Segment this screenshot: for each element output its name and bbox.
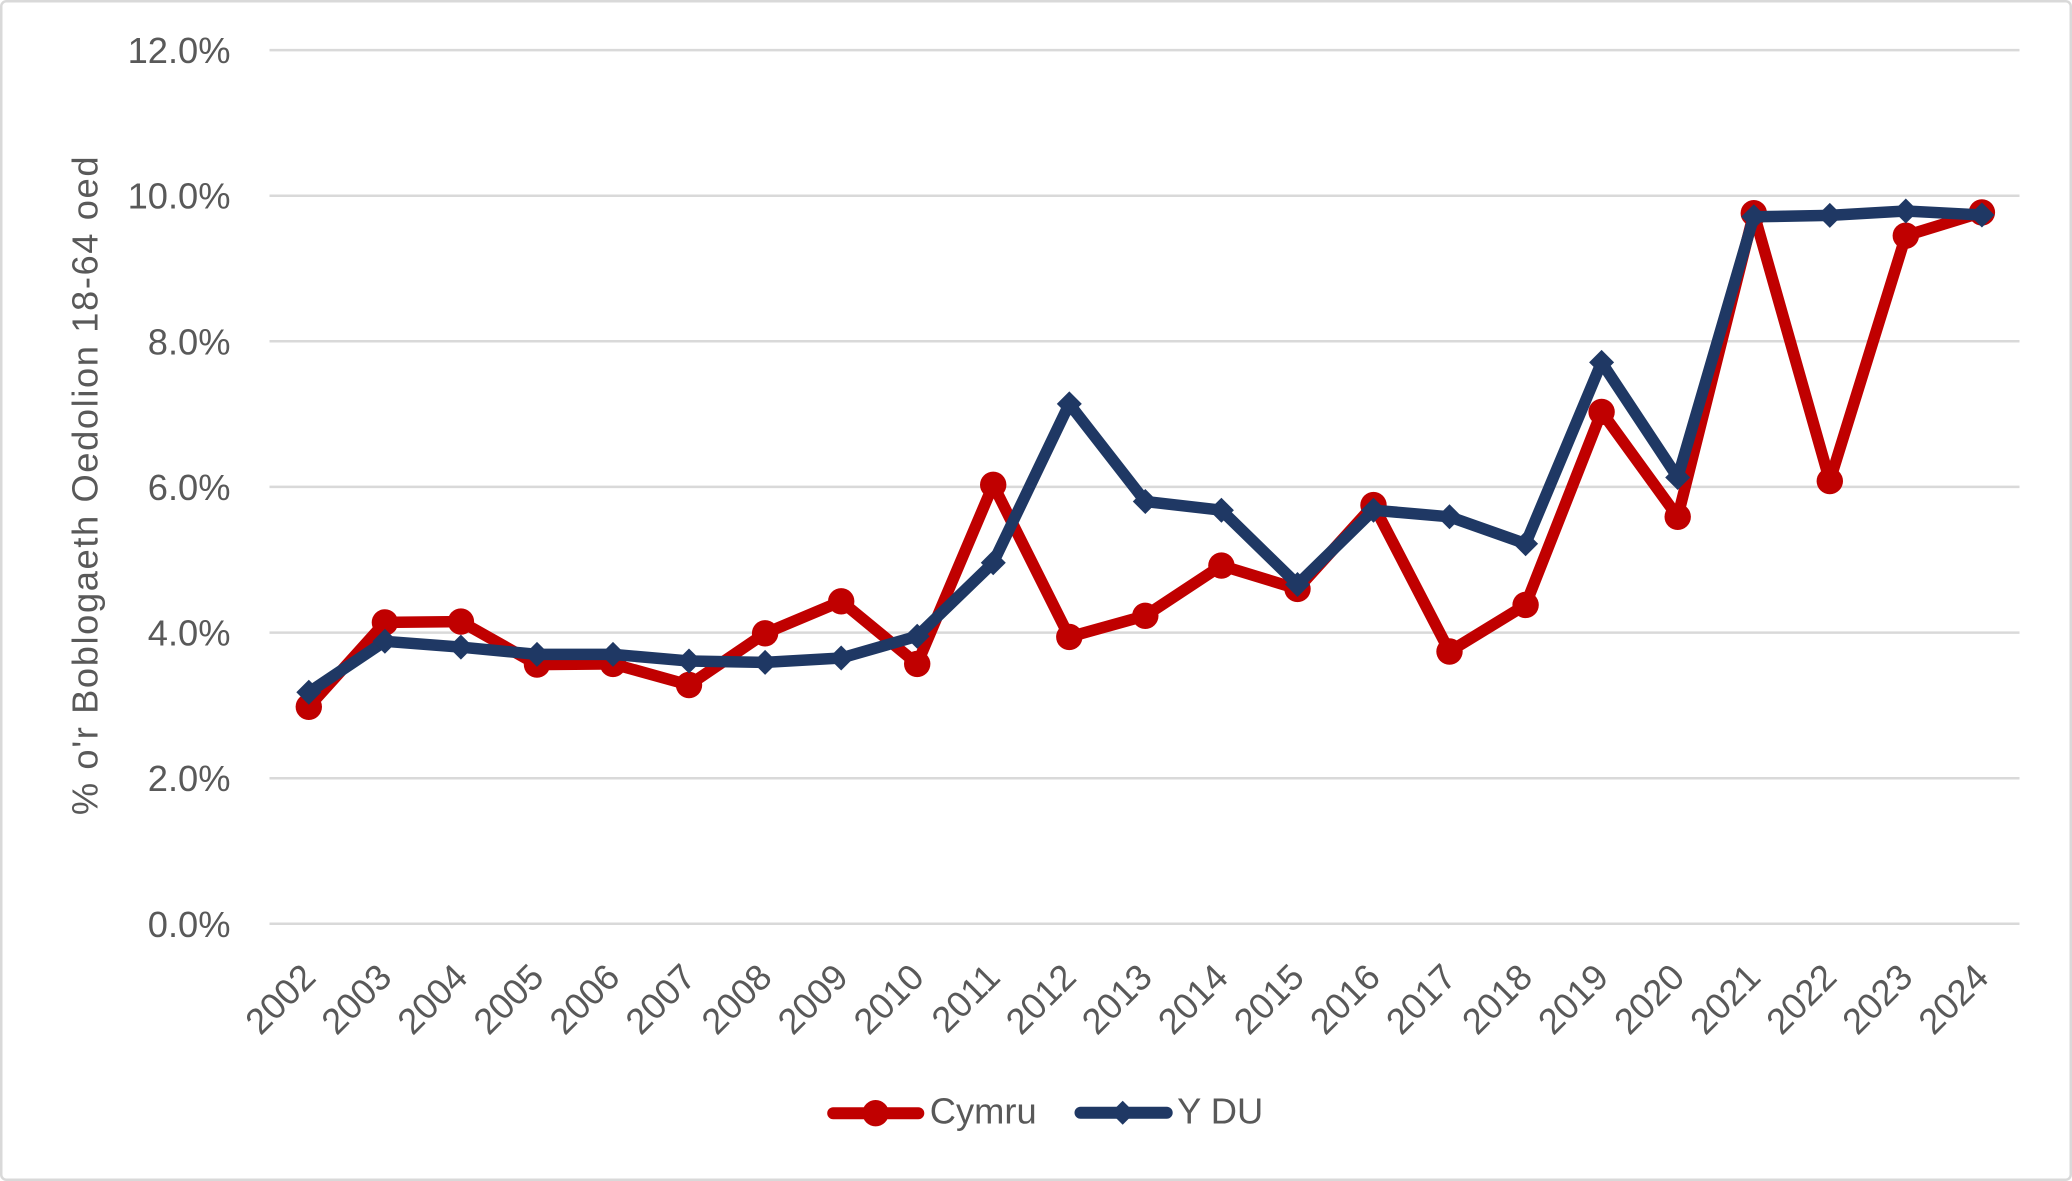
svg-text:% o'r Boblogaeth Oedolion 18-6: % o'r Boblogaeth Oedolion 18-64 oed — [65, 155, 106, 815]
svg-text:Cymru: Cymru — [930, 1090, 1037, 1131]
svg-text:2.0%: 2.0% — [148, 758, 231, 799]
svg-text:12.0%: 12.0% — [128, 30, 231, 71]
svg-text:6.0%: 6.0% — [148, 467, 231, 508]
svg-text:0.0%: 0.0% — [148, 904, 231, 945]
svg-text:4.0%: 4.0% — [148, 613, 231, 654]
svg-text:Y DU: Y DU — [1177, 1090, 1263, 1131]
svg-text:8.0%: 8.0% — [148, 321, 231, 362]
svg-text:10.0%: 10.0% — [128, 176, 231, 217]
